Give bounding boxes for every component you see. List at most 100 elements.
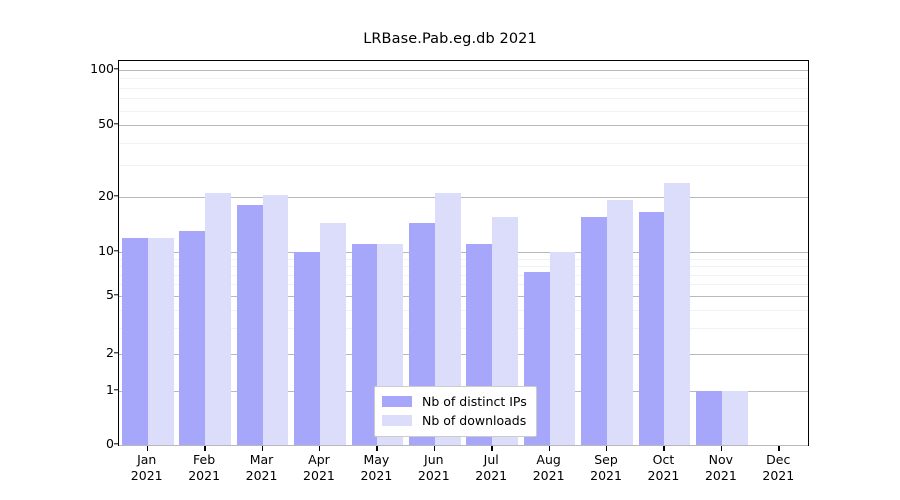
bar-apr-downloads [319,222,346,445]
x-tick-label-jun: Jun 2021 [399,452,469,484]
x-tick-month: Jun [424,452,444,467]
x-tick-label-aug: Aug 2021 [514,452,584,484]
x-tick-label-may: May 2021 [341,452,411,484]
gridline-minor [119,266,808,268]
x-tick-year: 2021 [532,468,565,483]
gridline-minor [119,87,808,89]
x-tick-month: Mar [249,452,274,467]
x-tick-year: 2021 [130,468,163,483]
bar-sep-distinct-ips [581,217,608,445]
bar-oct-distinct-ips [638,212,665,445]
x-tick-mark-may [376,446,378,451]
y-tick-label-5: 5 [106,286,114,302]
x-tick-mark-oct [663,446,665,451]
x-tick-year: 2021 [590,468,622,483]
gridline-major [119,296,808,297]
gridline-minor [119,165,808,167]
legend-item-distinct-ips: Nb of distinct IPs [382,392,527,411]
y-tick-label-100: 100 [90,60,114,76]
y-tick-mark-50 [113,123,118,125]
x-tick-month: Apr [308,452,330,467]
bar-sep-downloads [607,199,633,445]
gridline-minor [119,258,808,260]
legend-label-downloads: Nb of downloads [422,413,527,428]
x-tick-mark-sep [606,446,608,451]
x-tick-month: Nov [708,452,734,467]
bar-nov-distinct-ips [696,391,722,445]
y-tick-mark-5 [113,294,118,296]
x-tick-year: 2021 [360,468,393,483]
bar-feb-downloads [205,193,231,445]
y-tick-mark-1 [113,389,118,391]
plot-area [118,60,809,446]
bar-mar-downloads [262,195,289,445]
bar-jan-downloads [147,237,174,445]
bar-apr-distinct-ips [294,252,320,445]
y-tick-mark-20 [113,195,118,197]
x-tick-mark-apr [318,446,321,451]
gridline-minor [119,310,808,312]
x-tick-month: Jul [483,452,499,467]
x-tick-year: 2021 [303,468,335,483]
x-tick-mark-jan [146,446,149,451]
x-tick-label-oct: Oct 2021 [628,452,698,484]
y-tick-label-20: 20 [98,187,114,203]
x-tick-year: 2021 [245,468,278,483]
y-tick-mark-0 [113,443,118,445]
gridline-major [119,197,808,198]
x-tick-label-mar: Mar 2021 [227,452,297,484]
x-tick-year: 2021 [417,468,450,483]
bar-feb-distinct-ips [179,231,206,445]
x-tick-label-jul: Jul 2021 [456,452,526,484]
gridline-major [119,445,808,446]
x-tick-year: 2021 [704,468,737,483]
x-tick-label-nov: Nov 2021 [686,452,756,484]
bar-jan-distinct-ips [121,237,148,445]
x-tick-month: Aug [536,452,561,467]
y-tick-label-10: 10 [98,242,114,258]
legend-swatch-distinct-ips [382,396,412,407]
bar-may-distinct-ips [351,244,378,445]
x-tick-year: 2021 [475,468,508,483]
x-tick-label-sep: Sep 2021 [571,452,641,484]
gridline-minor [119,110,808,112]
x-tick-year: 2021 [762,468,795,483]
x-tick-mark-jun [433,446,436,451]
x-tick-mark-nov [720,446,723,451]
x-tick-month: Jan [137,452,157,467]
gridline-minor [119,274,808,276]
y-tick-mark-2 [113,352,118,354]
x-tick-month: Oct [652,452,675,467]
x-tick-mark-aug [548,446,551,451]
y-tick-label-50: 50 [98,115,114,131]
x-tick-mark-dec [778,446,780,451]
gridline-minor [119,142,808,144]
y-tick-label-0: 0 [106,435,114,451]
gridline-minor [119,284,808,286]
bar-mar-distinct-ips [236,205,263,445]
gridline-minor [119,328,808,330]
gridline-major [119,70,808,71]
x-tick-mark-jul [491,446,493,451]
x-tick-label-jan: Jan 2021 [112,452,182,484]
x-tick-mark-feb [204,446,206,451]
chart-legend: Nb of distinct IPs Nb of downloads [374,386,537,437]
y-axis-ticks [113,60,120,445]
legend-label-distinct-ips: Nb of distinct IPs [422,394,527,409]
x-tick-mark-mar [261,446,263,451]
gridline-minor [119,98,808,100]
chart-title: LRBase.Pab.eg.db 2021 [363,31,537,47]
y-tick-label-1: 1 [106,381,114,397]
y-axis-labels: 0 1 2 5 10 20 50 100 [62,60,114,449]
bar-aug-downloads [549,252,576,445]
x-tick-label-apr: Apr 2021 [284,452,354,484]
legend-item-downloads: Nb of downloads [382,411,527,430]
gridline-major [119,354,808,355]
bar-nov-downloads [721,391,748,445]
x-tick-month: Dec [766,452,791,467]
x-tick-label-feb: Feb 2021 [169,452,239,484]
y-tick-mark-10 [113,250,118,252]
x-axis: Jan 2021 Feb 2021 Mar 2021 Apr 2021 May 2021 Jun 20… [118,446,807,496]
plot-inner [119,61,808,446]
